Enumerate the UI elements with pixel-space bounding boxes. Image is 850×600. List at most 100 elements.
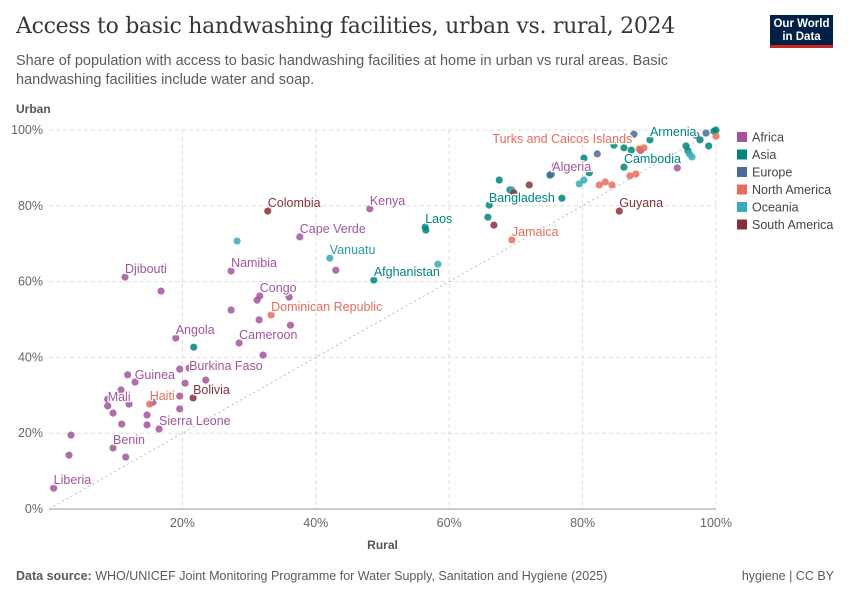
data-point bbox=[285, 293, 293, 301]
data-point bbox=[692, 131, 700, 139]
point-label: Vanuatu bbox=[330, 243, 376, 257]
x-tick-label: 40% bbox=[303, 516, 328, 530]
data-point bbox=[65, 451, 73, 459]
y-tick-label: 0% bbox=[25, 502, 43, 516]
data-point bbox=[620, 163, 628, 171]
point-label: Afghanistan bbox=[374, 265, 440, 279]
point-label: Sierra Leone bbox=[159, 414, 231, 428]
y-tick-label: 40% bbox=[18, 350, 43, 364]
x-tick-label: 80% bbox=[570, 516, 595, 530]
data-point bbox=[146, 400, 154, 408]
data-point bbox=[143, 421, 151, 429]
data-point bbox=[104, 395, 112, 403]
data-point bbox=[326, 254, 334, 262]
data-point bbox=[121, 273, 129, 281]
legend-swatch bbox=[737, 219, 747, 230]
data-point bbox=[434, 260, 442, 268]
x-tick-label: 100% bbox=[700, 516, 732, 530]
data-point bbox=[253, 296, 261, 304]
point-label: Kenya bbox=[370, 194, 405, 208]
data-point bbox=[190, 343, 198, 351]
data-point bbox=[143, 411, 151, 419]
data-point bbox=[189, 394, 197, 402]
point-label: Guyana bbox=[619, 196, 663, 210]
data-point bbox=[286, 321, 295, 329]
data-point bbox=[490, 221, 498, 229]
legend-swatch bbox=[737, 167, 747, 177]
data-point bbox=[176, 392, 184, 400]
point-label: Colombia bbox=[268, 196, 321, 210]
point-label: Guinea bbox=[135, 368, 175, 382]
legend-item[interactable]: Oceania bbox=[752, 201, 799, 215]
data-source-text[interactable]: WHO/UNICEF Joint Monitoring Programme fo… bbox=[95, 569, 608, 583]
data-point bbox=[615, 207, 623, 215]
point-label: Namibia bbox=[231, 256, 277, 270]
data-point bbox=[370, 276, 378, 284]
data-point bbox=[227, 306, 235, 314]
data-point bbox=[705, 142, 713, 150]
legend-item[interactable]: Asia bbox=[752, 148, 776, 162]
data-point bbox=[117, 386, 125, 394]
point-label: Turks and Caicos Islands bbox=[492, 132, 632, 146]
point-label: Armenia bbox=[650, 125, 697, 139]
data-point bbox=[104, 402, 112, 410]
data-point bbox=[227, 267, 235, 275]
data-point bbox=[296, 233, 304, 241]
data-point bbox=[626, 172, 634, 180]
data-point bbox=[332, 266, 340, 274]
x-axis-label: Rural bbox=[367, 538, 398, 552]
data-point bbox=[264, 207, 272, 215]
data-point bbox=[157, 287, 165, 295]
license[interactable]: hygiene | CC BY bbox=[741, 569, 834, 583]
data-point bbox=[176, 365, 184, 373]
legend-item[interactable]: North America bbox=[752, 183, 831, 197]
data-point bbox=[267, 311, 275, 319]
data-point bbox=[620, 144, 628, 152]
point-label: Burkina Faso bbox=[189, 359, 263, 373]
data-point bbox=[640, 144, 648, 152]
data-point bbox=[366, 205, 374, 213]
data-point bbox=[608, 181, 616, 189]
data-point bbox=[67, 431, 75, 439]
legend-item[interactable]: Africa bbox=[752, 131, 784, 145]
data-point bbox=[485, 201, 493, 209]
x-tick-label: 20% bbox=[170, 516, 195, 530]
point-label: Cameroon bbox=[239, 328, 297, 342]
data-point bbox=[525, 181, 533, 189]
data-source-label: Data source: bbox=[16, 569, 92, 583]
data-point bbox=[510, 189, 518, 197]
data-point bbox=[202, 376, 210, 384]
x-tick-label: 60% bbox=[437, 516, 462, 530]
data-point bbox=[601, 178, 609, 186]
data-point bbox=[259, 351, 267, 359]
y-tick-label: 60% bbox=[18, 275, 43, 289]
point-label: Congo bbox=[260, 281, 297, 295]
data-point bbox=[593, 150, 601, 158]
data-point bbox=[495, 176, 503, 184]
y-axis-label: Urban bbox=[16, 102, 51, 116]
legend-swatch bbox=[737, 202, 747, 212]
legend-item[interactable]: South America bbox=[752, 218, 833, 232]
data-point bbox=[109, 444, 117, 452]
point-label: Bangladesh bbox=[489, 191, 555, 205]
point-label: Haiti bbox=[150, 389, 175, 403]
data-point bbox=[712, 132, 720, 140]
data-point bbox=[118, 420, 126, 428]
point-label: Jamaica bbox=[512, 225, 559, 239]
data-point bbox=[580, 154, 588, 162]
data-point bbox=[585, 169, 593, 177]
point-label: Liberia bbox=[54, 473, 92, 487]
owid-logo[interactable]: Our World in Data bbox=[770, 15, 833, 48]
diagonal-reference-line bbox=[48, 129, 717, 510]
legend-swatch bbox=[737, 149, 747, 160]
data-point bbox=[632, 170, 640, 178]
legend-item[interactable]: Europe bbox=[752, 166, 792, 180]
data-point bbox=[630, 130, 638, 138]
data-point bbox=[124, 371, 132, 379]
data-point bbox=[551, 162, 559, 170]
data-point bbox=[155, 425, 163, 433]
data-point bbox=[580, 176, 588, 184]
data-point bbox=[508, 236, 516, 244]
point-label: Bolivia bbox=[193, 383, 230, 397]
